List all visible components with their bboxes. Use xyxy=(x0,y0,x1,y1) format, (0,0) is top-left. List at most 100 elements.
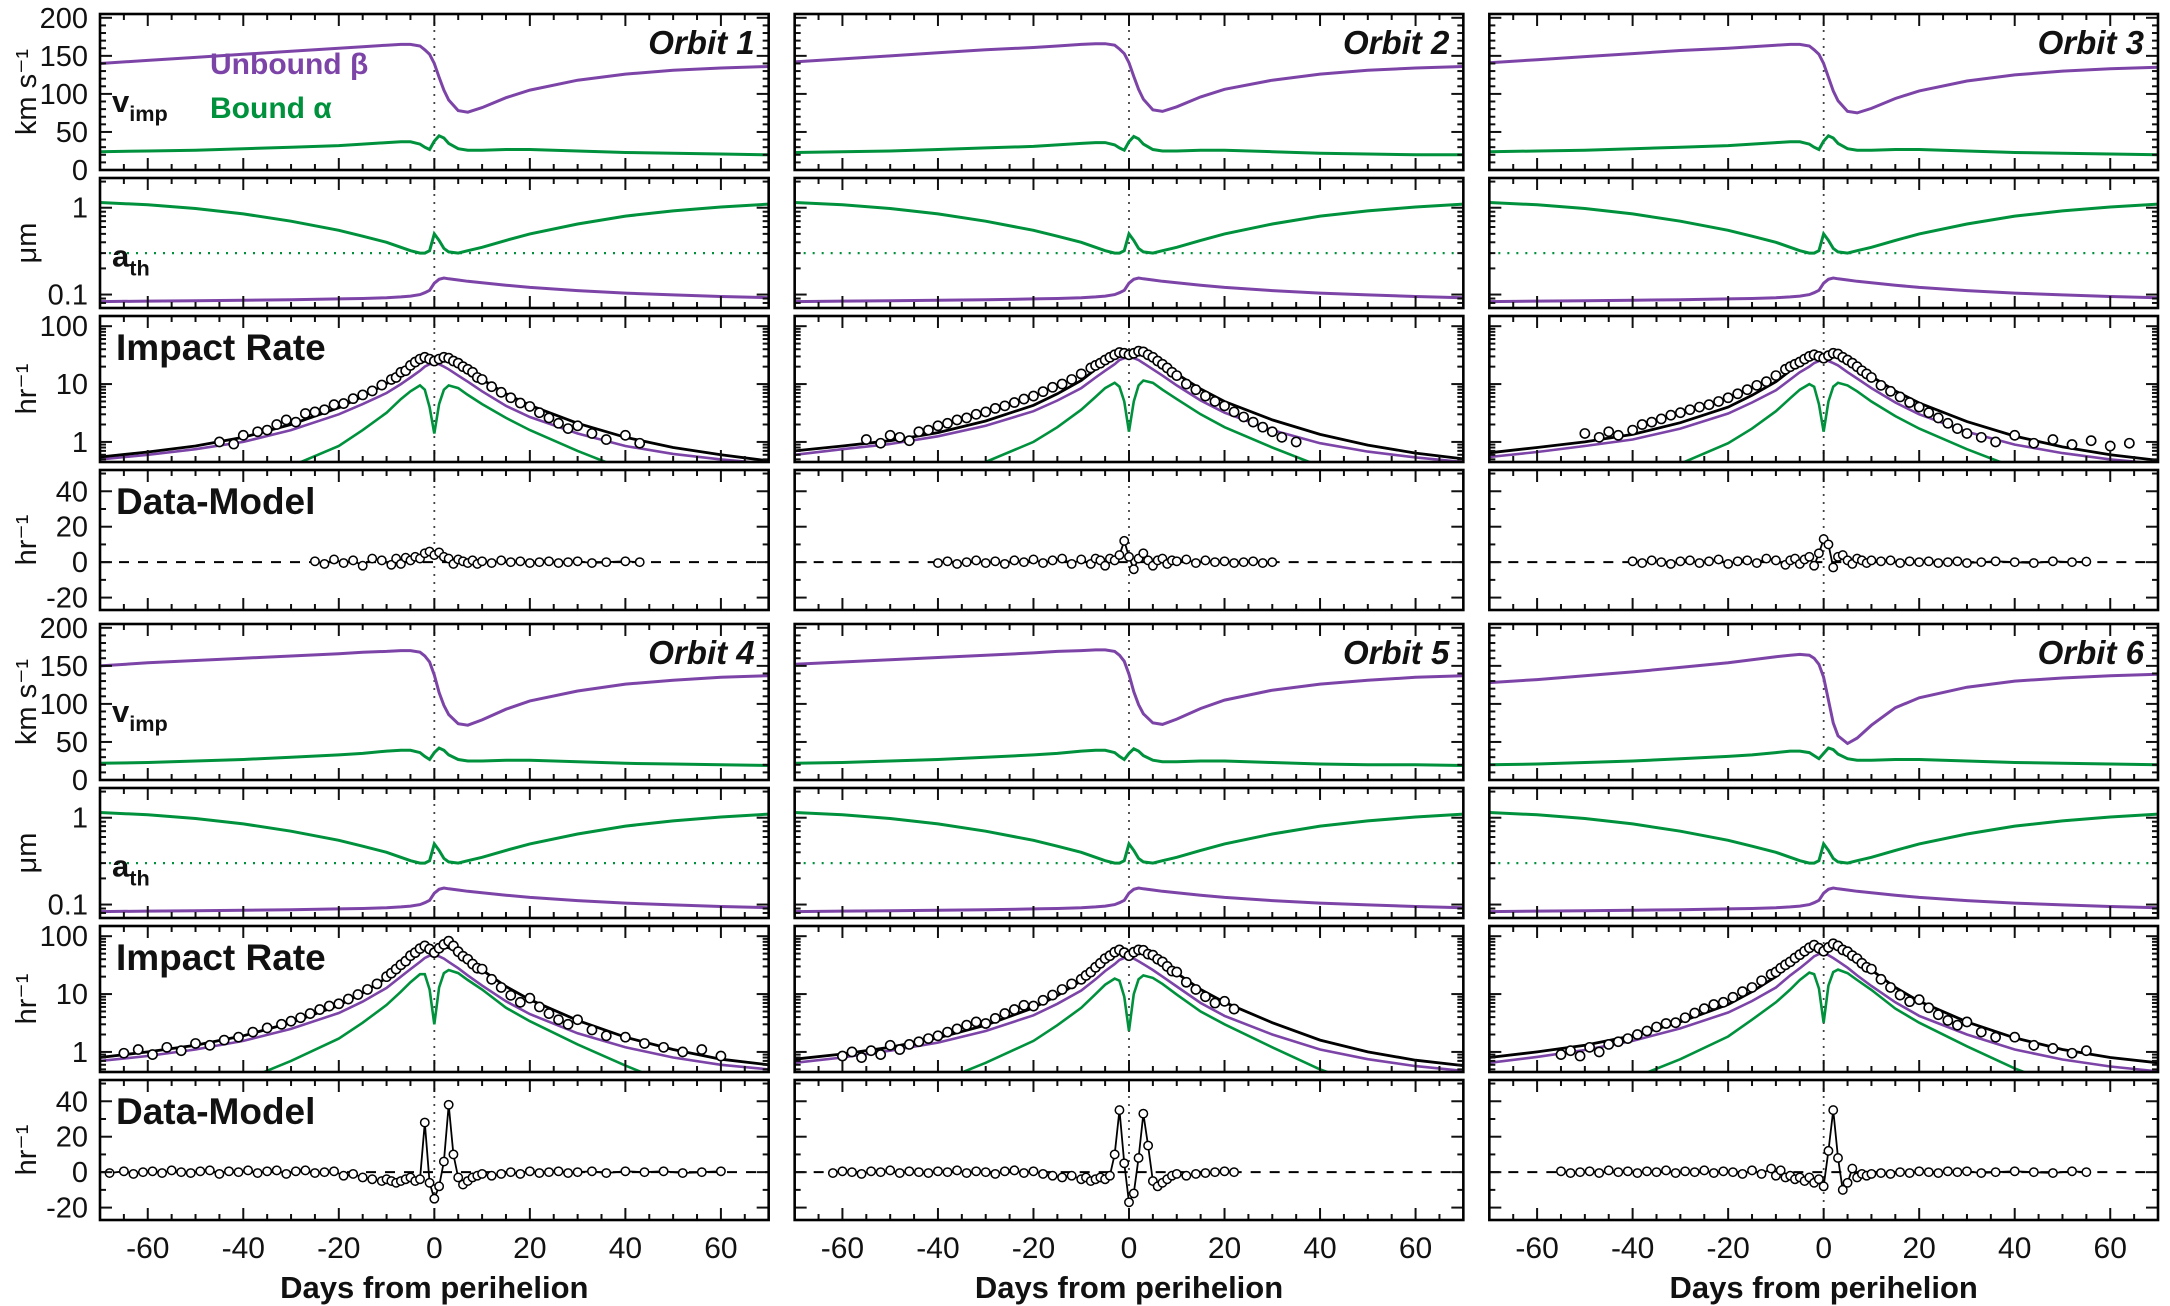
data-point xyxy=(261,1022,273,1034)
residual-point xyxy=(1990,1167,2001,1178)
residual-point xyxy=(1028,1166,1039,1177)
data-point xyxy=(553,1014,564,1026)
data-point xyxy=(1894,391,1906,403)
data-point xyxy=(1219,995,1230,1007)
residual-point xyxy=(942,1167,953,1178)
x-tick-label: 40 xyxy=(609,1232,642,1265)
residual-point xyxy=(1876,556,1886,567)
data-point xyxy=(347,393,359,405)
residual-point xyxy=(195,1166,206,1177)
residual-point xyxy=(1823,539,1834,550)
orbit-title: Orbit 5 xyxy=(1343,634,1450,671)
bound-rate-line xyxy=(959,973,1331,1072)
data-point xyxy=(524,401,536,412)
residual-point xyxy=(586,558,597,568)
data-point xyxy=(314,1004,326,1015)
data-point xyxy=(1066,978,1078,990)
residual-points xyxy=(933,535,1278,575)
residual-point xyxy=(1818,1181,1829,1192)
orbit-2-datamodel-panel xyxy=(793,468,1465,612)
data-point xyxy=(319,404,330,416)
residual-point xyxy=(2028,558,2039,568)
data-point xyxy=(980,406,992,418)
residual-point xyxy=(505,557,516,568)
data-point xyxy=(1631,1029,1643,1040)
orbit-5-datamodel-panel xyxy=(793,1078,1465,1222)
residual-point xyxy=(620,1166,631,1177)
data-point xyxy=(1612,1036,1624,1048)
residual-point xyxy=(1190,558,1201,568)
data-point xyxy=(1961,428,1973,439)
residual-point xyxy=(1670,1168,1681,1178)
residual-point xyxy=(1837,1184,1848,1195)
residual-points xyxy=(104,1099,726,1204)
panel-plot-area xyxy=(100,14,769,170)
residual-point xyxy=(856,1168,867,1179)
data-point xyxy=(333,998,345,1010)
data-point xyxy=(856,1052,867,1063)
data-point xyxy=(1257,421,1269,433)
residual-point xyxy=(563,1168,574,1178)
x-tick-label: -40 xyxy=(1611,1232,1654,1265)
data-point xyxy=(1770,370,1782,382)
panel-bg xyxy=(100,470,769,610)
residual-point xyxy=(1704,556,1714,567)
data-point xyxy=(903,1038,915,1050)
residual-point xyxy=(1747,1165,1757,1176)
unbound-velocity-line xyxy=(1489,652,2159,746)
data-point xyxy=(1737,986,1748,998)
residual-point xyxy=(1584,1166,1595,1177)
residual-point xyxy=(319,1167,330,1178)
data-point xyxy=(1655,413,1667,425)
data-point xyxy=(2066,1047,2078,1059)
data-point xyxy=(1756,975,1767,987)
data-point xyxy=(2104,440,2116,452)
residual-point xyxy=(477,556,488,567)
data-point xyxy=(970,1016,982,1028)
residual-point xyxy=(204,1165,215,1176)
bound-rate-line xyxy=(297,383,610,462)
orbit-6-group: Orbit 6 xyxy=(1488,622,2160,1222)
data-point xyxy=(118,1047,130,1059)
data-point xyxy=(1717,996,1729,1008)
residual-point xyxy=(1770,555,1781,566)
data-point xyxy=(715,1050,727,1062)
residual-point xyxy=(338,1170,349,1181)
residual-point xyxy=(357,1172,368,1183)
residual-point xyxy=(1809,560,1820,571)
bound-velocity-line xyxy=(794,746,1464,767)
data-point xyxy=(486,973,498,985)
residual-point xyxy=(1632,1168,1643,1178)
residual-point xyxy=(281,1168,292,1179)
residual-point xyxy=(1885,1168,1896,1179)
orbit-2-ath-panel xyxy=(793,176,1465,310)
orbit-6-velocity-panel: Orbit 6 xyxy=(1488,622,2160,782)
bound-ath-line xyxy=(794,811,1464,865)
orbit-4-ath-panel: ath 0.1 1 μm xyxy=(11,786,770,922)
data-point xyxy=(1990,436,2002,448)
residual-point xyxy=(586,1166,597,1177)
panel-border xyxy=(1488,468,2160,612)
orbit-3-impact-panel xyxy=(1488,314,2160,464)
residual-point xyxy=(1904,556,1915,567)
residual-point xyxy=(448,1149,459,1160)
data-point xyxy=(1990,1031,2002,1043)
bound-ath-line xyxy=(100,201,769,255)
data-point xyxy=(961,1019,973,1031)
data-point xyxy=(639,1038,650,1049)
data-point xyxy=(1932,1009,1944,1021)
residual-point xyxy=(837,1166,848,1177)
data-point xyxy=(1008,397,1020,408)
residual-point xyxy=(1594,1168,1605,1178)
impact-data-points xyxy=(1555,938,2092,1062)
data-point xyxy=(1703,399,1715,411)
data-point xyxy=(357,389,369,401)
data-point xyxy=(586,428,598,439)
residual-point xyxy=(486,558,497,568)
data-point xyxy=(285,1015,297,1027)
data-point xyxy=(1190,984,1202,995)
residual-point xyxy=(1009,1165,1020,1176)
residual-point xyxy=(572,556,583,567)
